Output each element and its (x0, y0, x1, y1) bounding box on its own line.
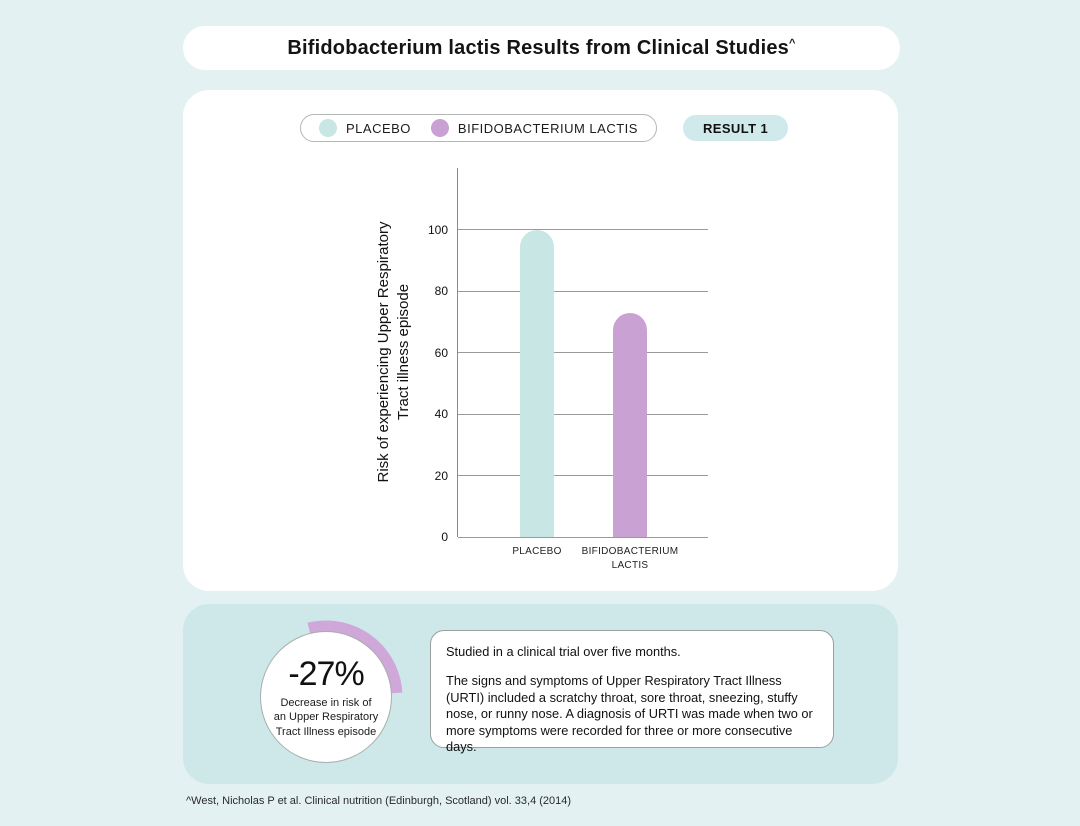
gridline (458, 413, 708, 415)
page-title: Bifidobacterium lactis Results from Clin… (287, 37, 795, 60)
bar-bifidobacterium-lactis (613, 312, 647, 537)
y-tick-label: 100 (427, 222, 448, 237)
title-bar: Bifidobacterium lactis Results from Clin… (183, 26, 900, 70)
result-1-badge[interactable]: RESULT 1 (683, 115, 789, 141)
y-tick-label: 20 (434, 468, 448, 483)
legend-label-placebo: PLACEBO (346, 120, 411, 136)
stat-caption-line-2: an Upper Respiratory (273, 711, 379, 724)
x-category-label: BIFIDOBACTERIUM LACTIS (581, 546, 679, 571)
gridline (458, 475, 708, 476)
chart-panel: PLACEBO BIFIDOBACTERIUM LACTIS RESULT 1 … (183, 90, 898, 591)
x-category-label: PLACEBO (512, 546, 562, 557)
gridline (458, 290, 708, 292)
legend-label-bifidobacterium-lactis: BIFIDOBACTERIUM LACTIS (457, 120, 638, 136)
y-tick-label: 80 (434, 284, 448, 298)
bifidobacterium-lactis-swatch-icon (430, 119, 449, 137)
percent-arc-icon (249, 620, 403, 774)
y-tick-label: 60 (434, 345, 448, 360)
page-title-text: Bifidobacterium lactis Results from Clin… (287, 36, 789, 59)
stat-caption-line-1: Decrease in risk of (280, 697, 372, 710)
stat-circle-group: -27% Decrease in risk of an Upper Respir… (241, 612, 411, 782)
gridline (458, 536, 708, 538)
y-axis-title: Risk of experiencing Upper Respiratory T… (375, 221, 412, 483)
percent-arc-stroke (249, 620, 403, 774)
stat-caption-line-3: Tract Illness episode (275, 725, 377, 738)
legend-item-bifidobacterium-lactis: BIFIDOBACTERIUM LACTIS (430, 119, 638, 137)
y-tick-label: 0 (441, 530, 448, 544)
title-superscript: ^ (789, 36, 796, 49)
citation-footnote: ^West, Nicholas P et al. Clinical nutrit… (186, 795, 572, 807)
summary-panel: -27% Decrease in risk of an Upper Respir… (183, 604, 898, 784)
study-note-box: Studied in a clinical trial over five mo… (430, 630, 834, 754)
y-tick-label: 40 (434, 407, 448, 421)
gridline (458, 352, 708, 353)
placebo-swatch-icon (319, 119, 337, 137)
stat-value: -27% (288, 655, 364, 694)
gridline (458, 229, 708, 230)
chart-legend: PLACEBO BIFIDOBACTERIUM LACTIS (300, 114, 657, 142)
stat-circle: -27% Decrease in risk of an Upper Respir… (260, 631, 392, 763)
y-axis-line (457, 168, 458, 537)
bar-chart-plot: 0 20 40 60 80 100 PLACEBO BIFIDOBACTERIUM LACTI… (428, 168, 708, 571)
legend-item-placebo: PLACEBO (319, 119, 411, 137)
note-paragraph-1: Studied in a clinical trial over five mo… (446, 644, 681, 659)
stat-caption: Decrease in risk of an Upper Respiratory… (274, 696, 379, 739)
note-paragraph-2: The signs and symptoms of Upper Respirat… (446, 673, 813, 754)
bar-placebo (520, 229, 554, 537)
